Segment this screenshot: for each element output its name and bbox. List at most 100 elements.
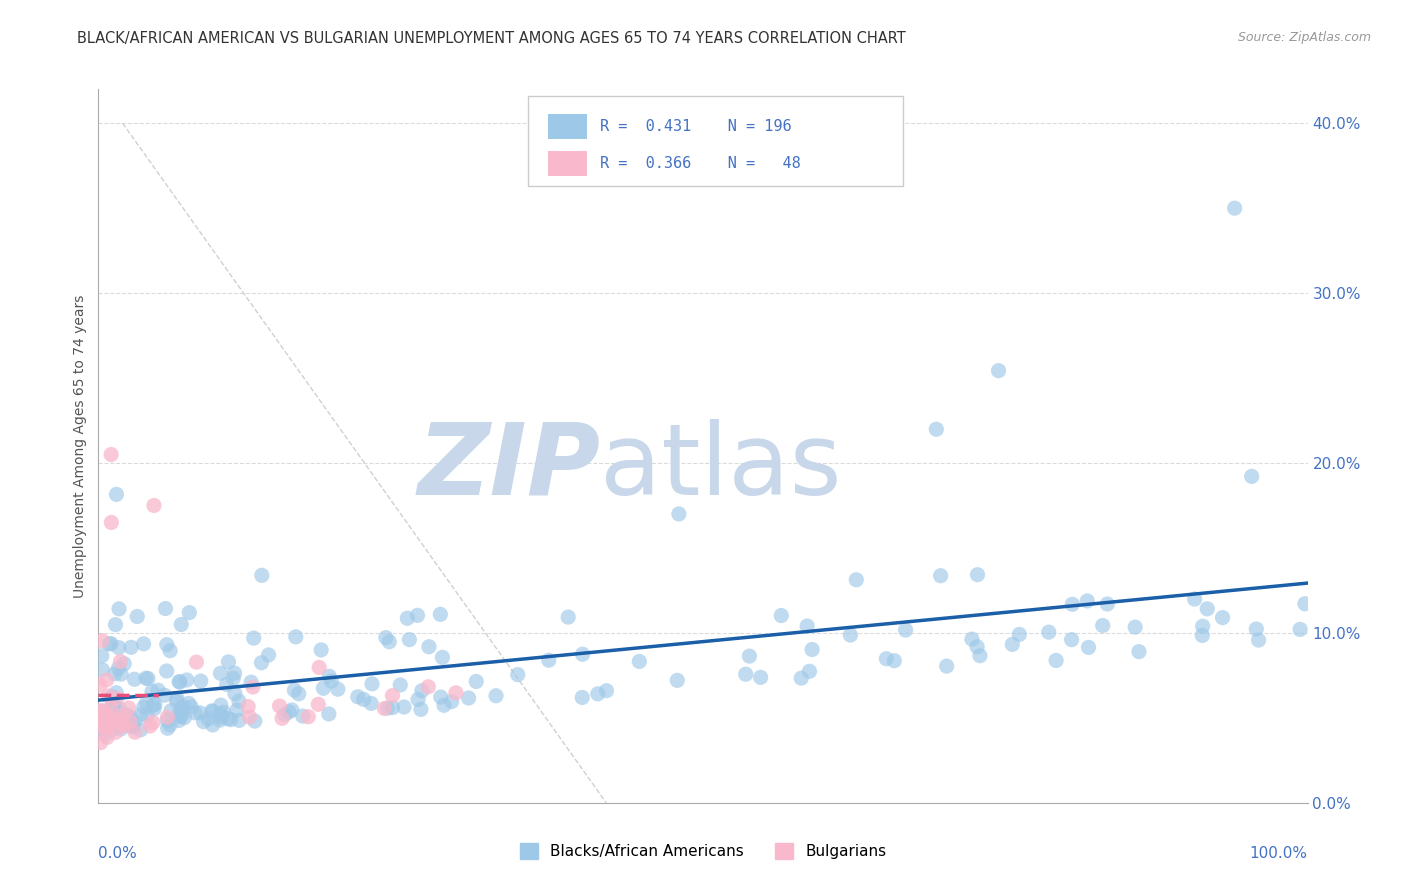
Point <box>571 647 593 661</box>
Point <box>132 637 155 651</box>
Point <box>749 670 772 684</box>
Point <box>894 623 917 637</box>
Point <box>312 681 335 696</box>
Point <box>90 720 112 734</box>
Point <box>167 714 190 728</box>
Point <box>104 617 127 632</box>
Point <box>156 710 179 724</box>
Y-axis label: Unemployment Among Ages 65 to 74 years: Unemployment Among Ages 65 to 74 years <box>73 294 87 598</box>
Point <box>153 688 176 702</box>
Point <box>966 640 988 654</box>
Point <box>100 448 122 462</box>
Point <box>89 678 111 692</box>
Point <box>308 660 330 674</box>
Point <box>103 696 125 710</box>
Point <box>120 714 142 729</box>
Point <box>91 714 114 729</box>
Point <box>440 694 463 708</box>
Text: atlas: atlas <box>600 419 842 516</box>
Point <box>117 718 139 732</box>
Point <box>112 657 135 671</box>
Point <box>666 673 689 688</box>
Point <box>537 653 560 667</box>
Point <box>142 715 165 730</box>
Point <box>89 709 111 723</box>
Point <box>135 696 157 710</box>
Point <box>100 700 122 714</box>
Point <box>242 631 264 645</box>
Point <box>100 516 122 530</box>
Point <box>243 714 266 728</box>
Point <box>169 706 191 720</box>
Point <box>801 642 824 657</box>
Point <box>190 706 212 720</box>
Point <box>209 710 232 724</box>
Point <box>238 699 260 714</box>
Point <box>156 721 179 735</box>
Point <box>373 701 395 715</box>
Point <box>143 701 166 715</box>
Text: ZIP: ZIP <box>418 419 600 516</box>
Point <box>108 713 131 727</box>
Point <box>1123 620 1146 634</box>
Point <box>105 487 128 501</box>
Point <box>1191 628 1213 642</box>
Point <box>120 640 142 655</box>
Point <box>274 707 297 722</box>
Point <box>360 697 382 711</box>
Point <box>90 648 112 663</box>
Point <box>287 687 309 701</box>
Point <box>129 723 152 737</box>
Point <box>136 672 159 686</box>
Point <box>326 682 349 697</box>
Point <box>839 628 862 642</box>
Text: R =  0.431    N = 196: R = 0.431 N = 196 <box>600 119 792 134</box>
Point <box>98 637 121 651</box>
Point <box>129 707 152 722</box>
Point <box>228 694 250 708</box>
Point <box>156 638 179 652</box>
Point <box>1076 594 1098 608</box>
Point <box>124 725 146 739</box>
Point <box>396 611 419 625</box>
Point <box>1247 633 1270 648</box>
Point <box>381 689 404 703</box>
Point <box>506 667 529 681</box>
Point <box>250 568 273 582</box>
Point <box>418 640 440 654</box>
Point <box>465 674 488 689</box>
Point <box>124 673 146 687</box>
Point <box>257 648 280 662</box>
Point <box>960 632 983 647</box>
Point <box>172 699 194 714</box>
Point <box>120 711 142 725</box>
Point <box>197 712 219 726</box>
FancyBboxPatch shape <box>548 151 586 177</box>
Point <box>217 712 239 726</box>
Point <box>734 667 756 681</box>
Point <box>389 678 412 692</box>
Point <box>586 687 609 701</box>
Point <box>155 601 177 615</box>
Point <box>169 675 191 690</box>
Point <box>284 630 307 644</box>
Point <box>143 698 166 712</box>
Point <box>166 691 188 706</box>
Point <box>969 648 991 663</box>
Point <box>89 704 111 718</box>
Point <box>392 700 415 714</box>
Point <box>628 655 651 669</box>
Point <box>91 633 114 648</box>
Point <box>209 666 232 681</box>
Legend: Blacks/African Americans, Bulgarians: Blacks/African Americans, Bulgarians <box>520 844 886 859</box>
Point <box>94 708 117 723</box>
Point <box>557 610 579 624</box>
Point <box>184 706 207 720</box>
Point <box>146 683 169 698</box>
Point <box>101 690 124 704</box>
Point <box>883 654 905 668</box>
FancyBboxPatch shape <box>548 113 586 139</box>
Point <box>101 723 124 737</box>
Point <box>186 655 208 669</box>
Point <box>110 655 132 669</box>
